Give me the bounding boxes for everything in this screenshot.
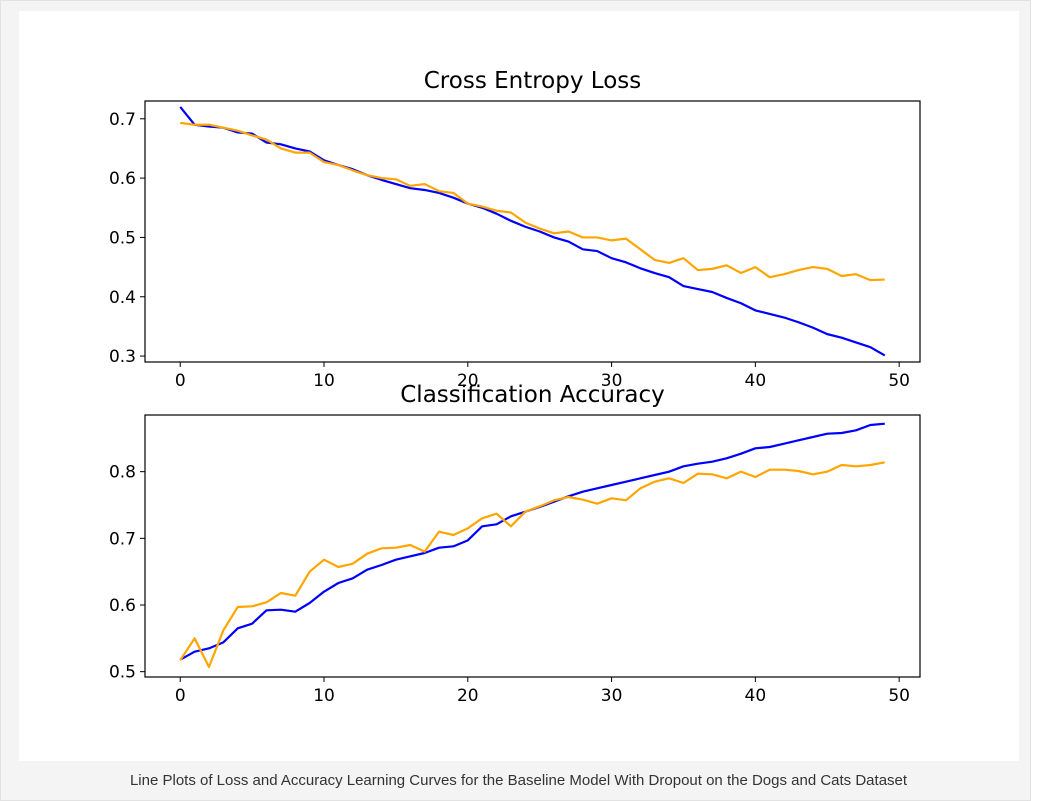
axes-frame [144,414,921,678]
figure-area [19,11,1019,761]
y-tick-label: 0.5 [109,663,136,683]
axes-frame [144,100,921,363]
x-tick-label: 0 [175,371,186,391]
x-tick-label: 10 [313,686,335,706]
x-tick-label: 10 [313,371,335,391]
series-line-1-2 [180,121,885,282]
chart-panel-2: 0 10 20 30 40 50 0.5 0.6 0.7 0.8 Classification Ac… [109,382,921,706]
chart-panel-1: 0 10 20 30 40 50 0.3 0.4 0.5 0.6 0.7 Cross Entropy … [109,68,921,391]
x-tick-label: 50 [888,686,910,706]
y-tick-label: 0.7 [109,529,136,549]
y-tick-label: 0.5 [109,228,136,248]
x-tick-label: 20 [457,371,479,391]
y-tick-label: 0.6 [109,169,136,189]
x-tick-label: 0 [175,686,186,706]
series-line-2-2 [179,461,885,669]
y-tick-label: 0.4 [109,288,136,308]
series-line-1-1 [179,106,886,357]
chart-title: Cross Entropy Loss [424,68,641,94]
series-line-2-1 [179,422,885,661]
x-tick-label: 30 [601,371,623,391]
x-tick-label: 40 [745,686,767,706]
y-tick-label: 0.6 [109,596,136,616]
x-tick-label: 50 [888,371,910,391]
y-tick-label: 0.3 [109,347,136,367]
x-tick-label: 20 [457,686,479,706]
chart-title: Classification Accuracy [400,382,665,408]
figure-caption: Line Plots of Loss and Accuracy Learning… [129,771,908,789]
x-tick-label: 40 [745,371,767,391]
y-tick-label: 0.8 [109,463,136,483]
y-tick-label: 0.7 [109,110,136,130]
x-tick-label: 30 [601,686,623,706]
